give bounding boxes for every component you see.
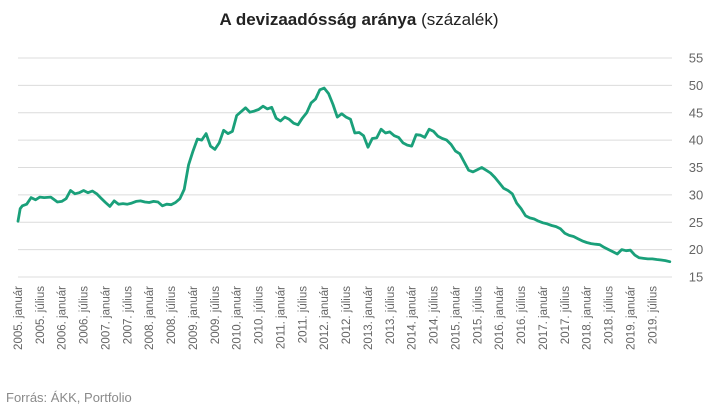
x-tick-label: 2013. július	[385, 286, 397, 344]
chart-title-bold: A devizaadósság aránya	[219, 10, 417, 29]
y-tick-label: 35	[689, 160, 703, 175]
y-tick-label: 20	[689, 242, 703, 257]
y-tick-label: 25	[689, 215, 703, 230]
x-tick-label: 2012. július	[341, 286, 353, 344]
x-tick-label: 2018. július	[604, 286, 616, 344]
x-tick-label: 2014. július	[429, 286, 441, 344]
x-tick-label: 2009. július	[210, 286, 222, 344]
chart-title-unit: (százalék)	[421, 10, 499, 29]
x-tick-label: 2013. január	[363, 286, 375, 350]
x-tick-label: 2019. július	[647, 286, 659, 344]
x-tick-label: 2018. január	[582, 286, 594, 350]
x-tick-label: 2005. január	[13, 286, 25, 350]
x-tick-label: 2015. július	[472, 286, 484, 344]
x-tick-label: 2007. január	[100, 286, 112, 350]
x-tick-label: 2010. július	[254, 286, 266, 344]
y-tick-label: 15	[689, 270, 703, 285]
x-tick-label: 2006. július	[79, 286, 91, 344]
y-tick-label: 30	[689, 187, 703, 202]
x-tick-label: 2005. július	[35, 286, 47, 344]
x-tick-label: 2007. július	[122, 286, 134, 344]
x-tick-label: 2008. január	[144, 286, 156, 350]
chart-title: A devizaadósság aránya (százalék)	[0, 10, 718, 30]
y-tick-label: 50	[689, 78, 703, 93]
y-tick-label: 40	[689, 133, 703, 148]
series-line	[16, 86, 672, 264]
x-tick-label: 2017. július	[560, 286, 572, 344]
x-tick-label: 2011. január	[275, 286, 287, 349]
x-tick-label: 2019. január	[625, 286, 637, 350]
x-tick-label: 2017. január	[538, 286, 550, 350]
x-tick-label: 2010. január	[232, 286, 244, 350]
x-tick-label: 2014. január	[407, 286, 419, 350]
source-note: Forrás: ÁKK, Portfolio	[6, 390, 132, 405]
x-tick-label: 2008. július	[166, 286, 178, 344]
x-tick-label: 2011. július	[297, 286, 309, 344]
x-tick-label: 2016. július	[516, 286, 528, 344]
x-tick-label: 2009. január	[188, 286, 200, 350]
y-tick-label: 55	[689, 51, 703, 66]
x-tick-label: 2015. január	[450, 286, 462, 350]
x-tick-label: 2012. január	[319, 286, 331, 350]
x-tick-label: 2016. január	[494, 286, 506, 350]
x-tick-label: 2006. január	[57, 286, 69, 350]
y-tick-label: 45	[689, 105, 703, 120]
